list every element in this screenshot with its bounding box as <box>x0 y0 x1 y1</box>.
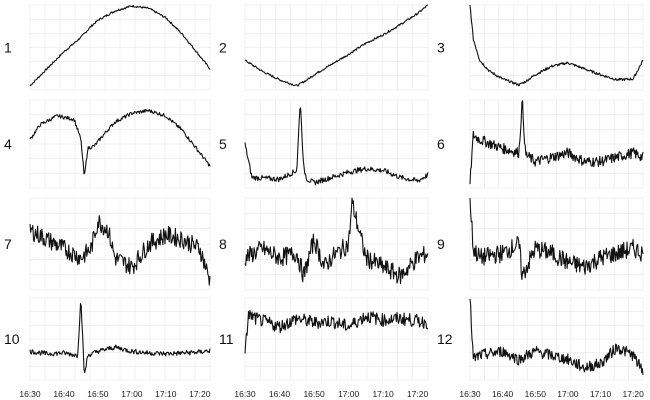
panel-label: 8 <box>219 236 227 252</box>
x-tick-label: 16:30 <box>19 389 41 399</box>
panel-label: 2 <box>219 40 227 56</box>
x-tick-label: 17:20 <box>407 389 429 399</box>
x-tick-label: 17:20 <box>189 389 211 399</box>
series-line-8 <box>244 197 429 285</box>
x-tick-label: 16:40 <box>492 389 514 399</box>
x-tick-label: 17:00 <box>338 389 360 399</box>
panel-label: 7 <box>4 236 12 252</box>
panel-label: 10 <box>4 331 20 347</box>
x-tick-label: 17:00 <box>557 389 579 399</box>
x-tick-label: 16:50 <box>525 389 547 399</box>
x-tick-label: 17:20 <box>623 389 645 399</box>
x-tick-label: 16:40 <box>269 389 291 399</box>
panel-label: 3 <box>437 40 445 56</box>
x-tick-label: 16:40 <box>53 389 75 399</box>
panel-label: 12 <box>437 331 453 347</box>
panel-label: 5 <box>219 136 227 152</box>
panel-label: 6 <box>437 136 445 152</box>
panel-label: 4 <box>4 136 12 152</box>
series-line-6 <box>469 100 644 185</box>
x-tick-label: 16:30 <box>459 389 481 399</box>
x-tick-label: 16:50 <box>303 389 325 399</box>
x-tick-label: 17:10 <box>155 389 177 399</box>
panel-label: 9 <box>437 236 445 252</box>
series-line-11 <box>244 310 429 354</box>
series-line-10 <box>29 302 211 374</box>
panel-label: 1 <box>4 40 12 56</box>
x-tick-label: 16:50 <box>87 389 109 399</box>
series-line-2 <box>244 4 428 87</box>
series-line-9 <box>469 197 644 281</box>
series-line-12 <box>469 298 644 375</box>
x-tick-label: 17:10 <box>590 389 612 399</box>
x-tick-label: 16:30 <box>234 389 256 399</box>
panel-label: 11 <box>219 331 234 347</box>
x-tick-label: 17:00 <box>121 389 143 399</box>
series-line-3 <box>469 4 644 87</box>
series-line-5 <box>244 107 429 186</box>
series-line-1 <box>29 4 211 87</box>
series-line-7 <box>29 215 211 286</box>
series-line-4 <box>29 108 211 175</box>
x-tick-label: 17:10 <box>372 389 394 399</box>
